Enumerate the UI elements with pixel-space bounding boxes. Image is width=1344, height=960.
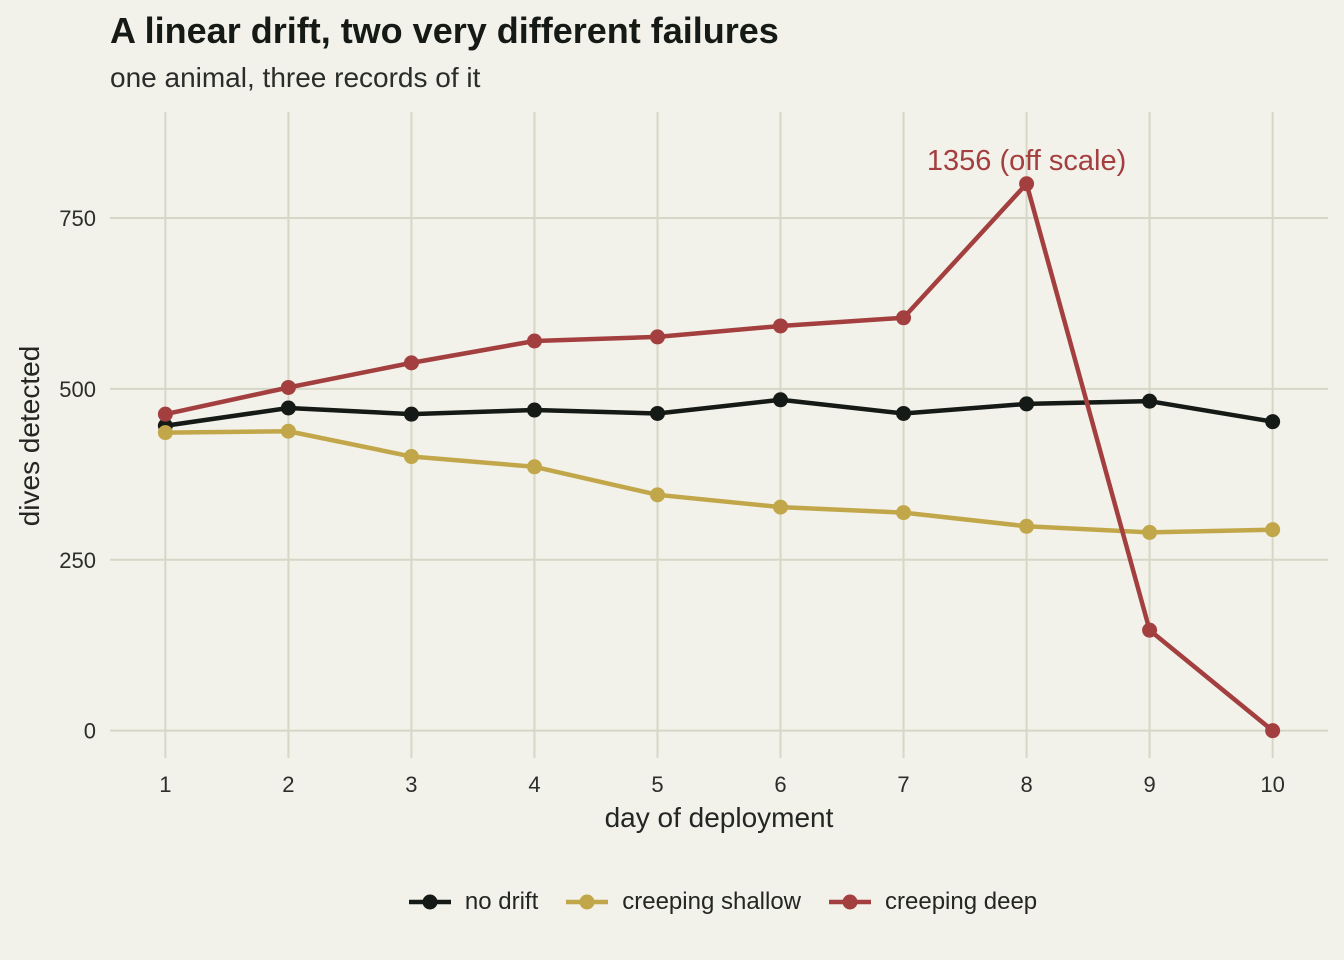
legend-item-no-drift: no drift xyxy=(407,888,538,916)
creeping-deep-point xyxy=(403,355,419,371)
creeping-shallow-point xyxy=(157,425,173,441)
creeping-shallow-point xyxy=(1265,522,1281,538)
legend-key-point xyxy=(579,894,595,910)
no-drift-point xyxy=(649,405,665,421)
no-drift-line xyxy=(163,397,1275,429)
x-tick-label: 7 xyxy=(897,772,909,797)
series-creeping-shallow xyxy=(157,423,1281,540)
x-tick-label: 9 xyxy=(1143,772,1155,797)
gridlines xyxy=(110,112,1328,758)
x-tick-label: 4 xyxy=(528,772,540,797)
legend-key-point xyxy=(842,894,858,910)
creeping-shallow-point xyxy=(526,459,542,475)
series-lines xyxy=(157,176,1281,739)
x-tick-label: 5 xyxy=(651,772,663,797)
legend-key-point xyxy=(422,894,438,910)
x-tick-label: 1 xyxy=(159,772,171,797)
creeping-shallow-point xyxy=(403,449,419,465)
no-drift-point xyxy=(280,400,296,416)
no-drift-point xyxy=(773,392,789,408)
series-no-drift xyxy=(157,392,1281,434)
y-tick-label: 500 xyxy=(59,377,96,402)
y-axis-title: dives detected xyxy=(14,346,45,527)
legend-key-icon xyxy=(408,894,451,910)
y-tick-label: 0 xyxy=(84,719,96,744)
creeping-deep-point xyxy=(157,406,173,422)
creeping-shallow-point xyxy=(1019,518,1035,534)
legend-label: creeping shallow xyxy=(622,888,802,915)
x-axis-title: day of deployment xyxy=(605,802,834,833)
no-drift-point xyxy=(1265,414,1281,430)
x-tick-label: 3 xyxy=(405,772,417,797)
creeping-deep-point xyxy=(896,310,912,326)
legend-item-creeping-shallow: creeping shallow xyxy=(564,888,801,916)
x-tick-label: 6 xyxy=(774,772,786,797)
creeping-deep-point xyxy=(649,329,665,345)
x-tick-label: 2 xyxy=(282,772,294,797)
creeping-shallow-line xyxy=(163,428,1275,535)
chart-subtitle: one animal, three records of it xyxy=(110,62,481,93)
off-scale-annotation: 1356 (off scale) xyxy=(927,145,1126,177)
y-tick-label: 750 xyxy=(59,206,96,231)
y-tick-label: 250 xyxy=(59,548,96,573)
no-drift-point xyxy=(896,405,912,421)
series-creeping-deep xyxy=(157,176,1281,739)
creeping-deep-point xyxy=(526,333,542,349)
no-drift-point xyxy=(403,406,419,422)
legend-label: no drift xyxy=(464,888,539,915)
creeping-deep-point xyxy=(773,318,789,334)
creeping-shallow-point xyxy=(649,487,665,503)
legend: no drift creeping shallow creeping deep xyxy=(0,888,1344,916)
no-drift-point xyxy=(1142,393,1158,409)
legend-label: creeping deep xyxy=(885,888,1038,915)
tick-labels: 0 250 500 750 1 2 3 4 5 6 7 8 9 10 xyxy=(59,206,1285,797)
legend-key-icon xyxy=(566,894,609,910)
creeping-deep-point xyxy=(1265,723,1281,739)
chart-title: A linear drift, two very different failu… xyxy=(110,10,779,51)
creeping-deep-point xyxy=(1142,622,1158,638)
creeping-deep-line xyxy=(163,181,1275,733)
annotations: 1356 (off scale) xyxy=(927,145,1126,177)
creeping-deep-point xyxy=(280,379,296,395)
x-tick-label: 10 xyxy=(1260,772,1284,797)
creeping-shallow-point xyxy=(896,505,912,521)
creeping-shallow-point xyxy=(1142,524,1158,540)
no-drift-point xyxy=(1019,396,1035,412)
x-tick-label: 8 xyxy=(1020,772,1032,797)
legend-item-creeping-deep: creeping deep xyxy=(827,888,1037,916)
creeping-shallow-point xyxy=(280,423,296,439)
no-drift-point xyxy=(526,402,542,418)
creeping-deep-point xyxy=(1019,176,1035,192)
creeping-shallow-point xyxy=(773,499,789,515)
legend-key-icon xyxy=(829,894,872,910)
